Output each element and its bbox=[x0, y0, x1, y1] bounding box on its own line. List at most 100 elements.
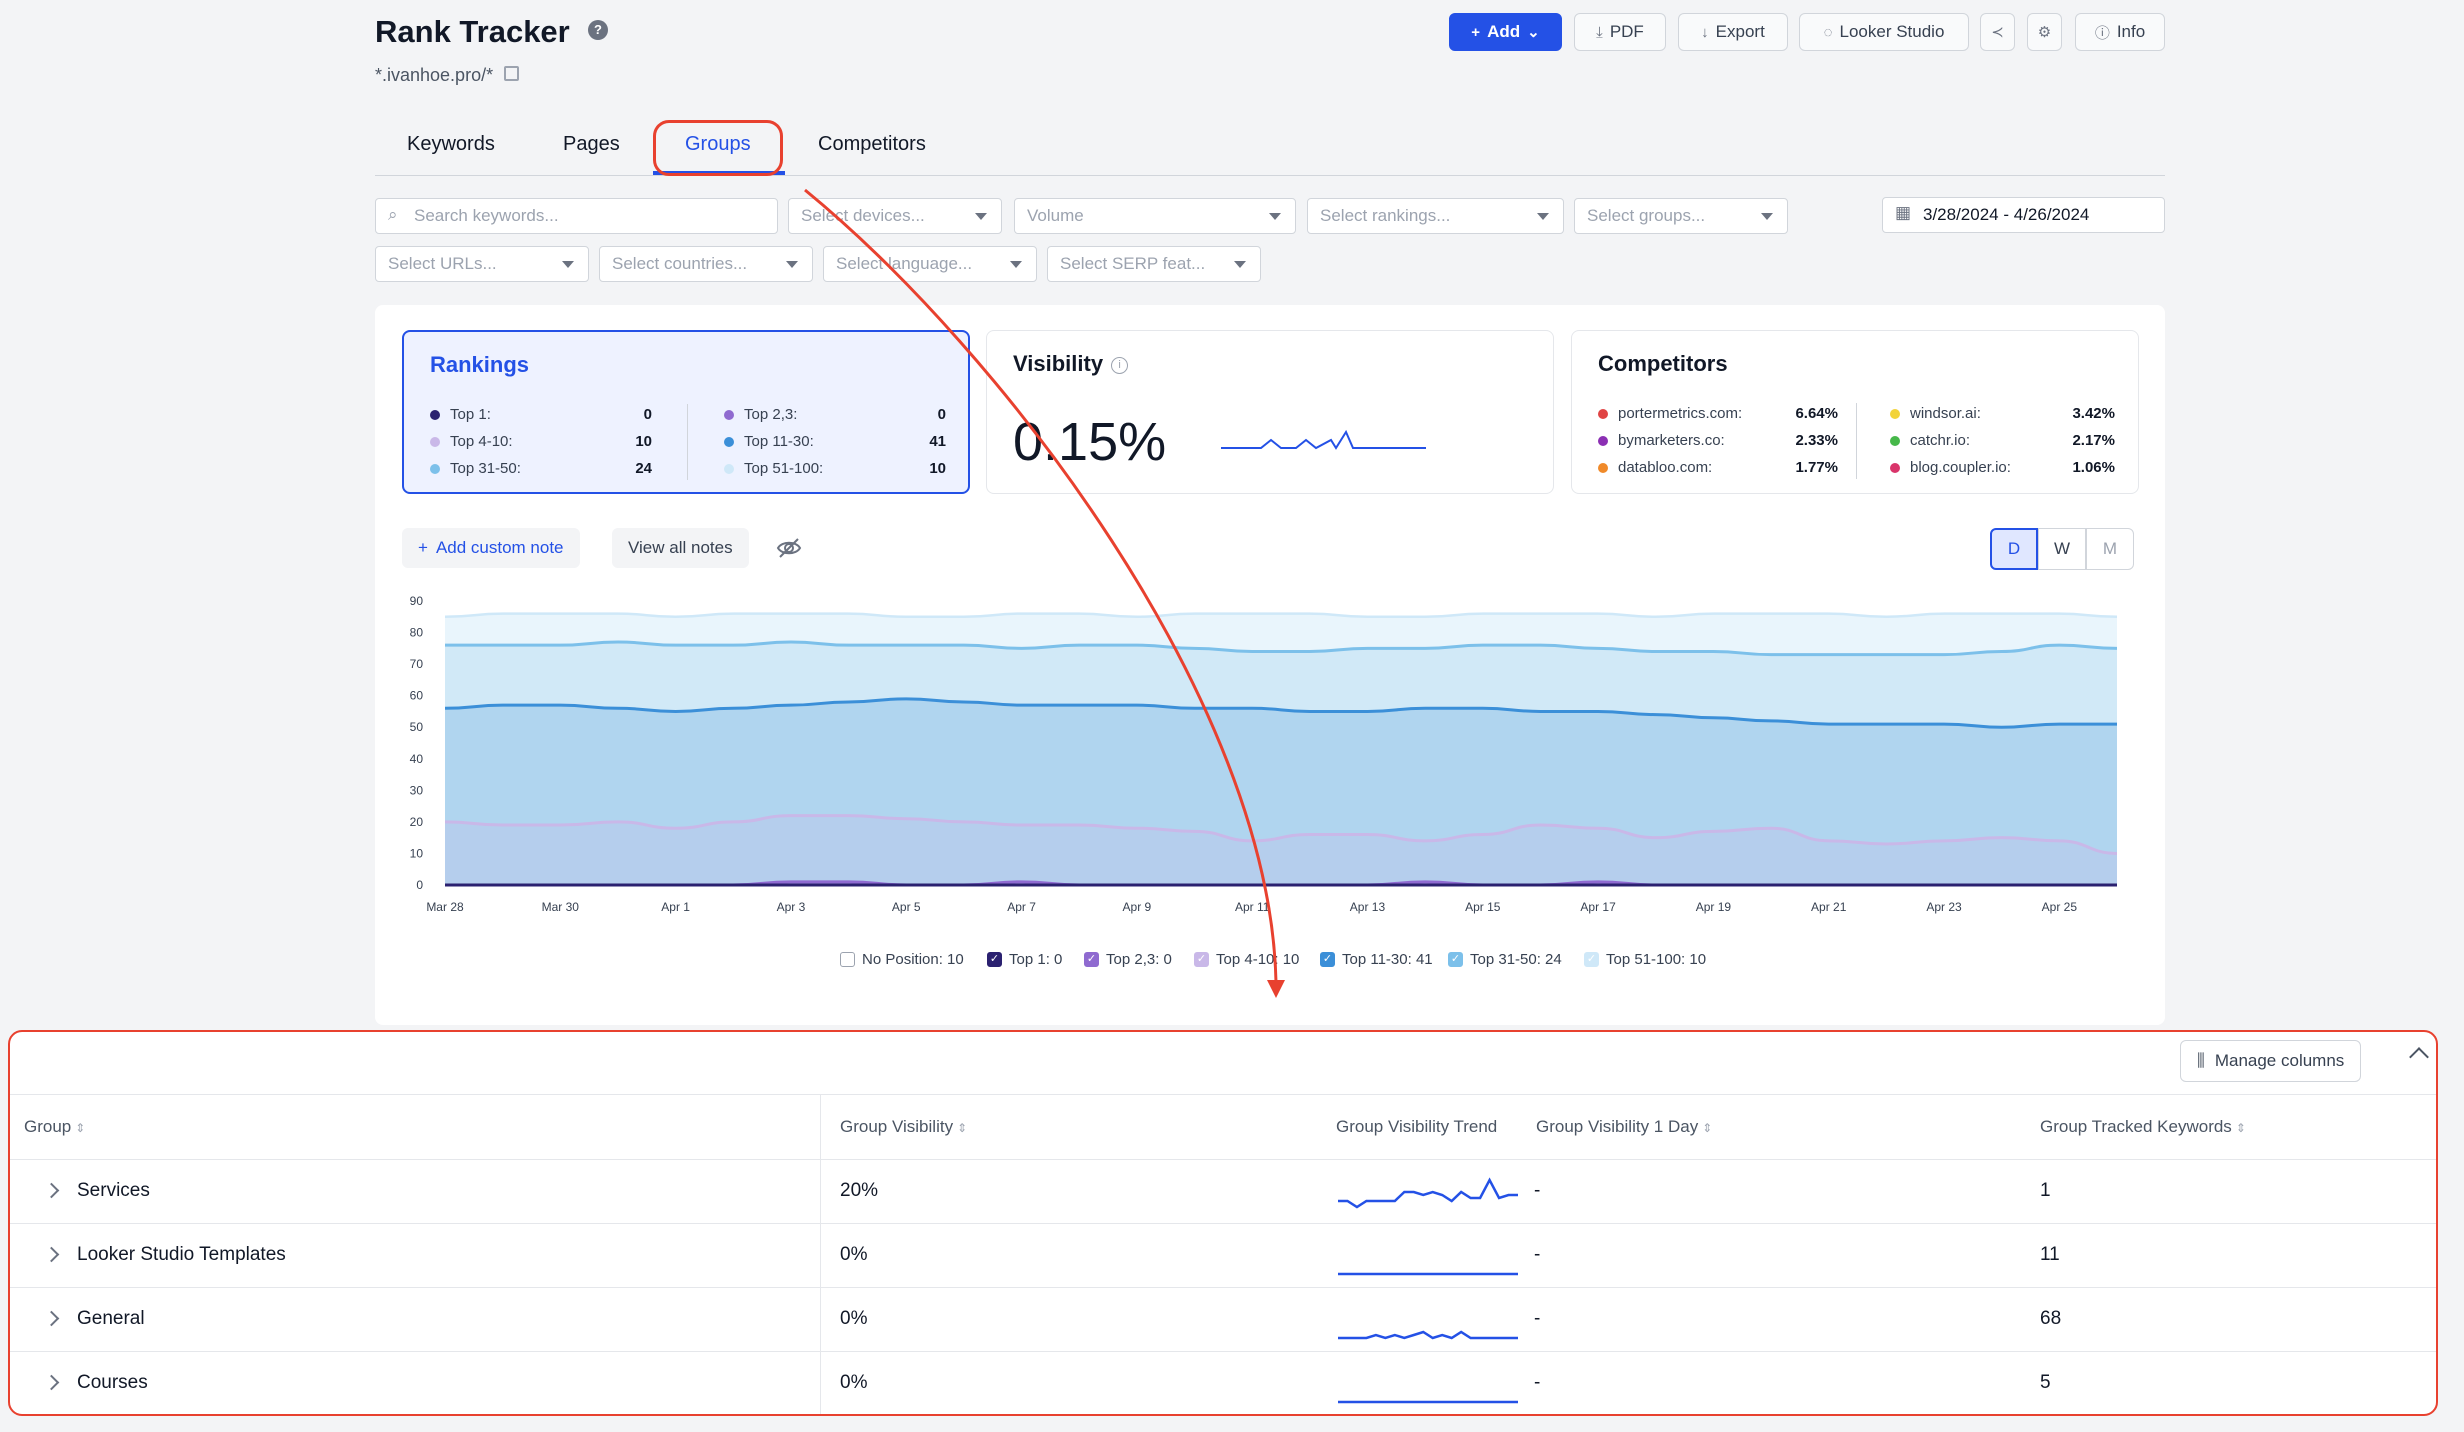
countries-select[interactable]: Select countries... bbox=[599, 246, 813, 282]
info-button[interactable]: ⓘ Info bbox=[2075, 13, 2165, 51]
granularity-month[interactable]: M bbox=[2086, 528, 2134, 570]
table-row[interactable]: Looker Studio Templates 0% - 11 bbox=[10, 1224, 2436, 1288]
chevron-up-icon[interactable] bbox=[2409, 1047, 2429, 1067]
legend-item[interactable]: ✓ Top 1: 0 bbox=[987, 951, 1062, 968]
y-tick-label: 30 bbox=[410, 783, 424, 797]
groups-select[interactable]: Select groups... bbox=[1574, 198, 1788, 234]
page-title: Rank Tracker bbox=[375, 14, 570, 49]
info-icon[interactable]: i bbox=[1111, 356, 1129, 374]
competitor-item: portermetrics.com: 6.64% bbox=[1598, 405, 1838, 422]
group-tracked-keywords: 68 bbox=[2040, 1308, 2062, 1329]
ranking-item: Top 2,3: 0 bbox=[724, 406, 946, 423]
series-line-top-11-30 bbox=[444, 697, 2117, 729]
sort-icon: ⇕ bbox=[1702, 1121, 1713, 1135]
chevron-right-icon[interactable] bbox=[43, 1246, 60, 1263]
add-button[interactable]: + Add ⌄ bbox=[1449, 13, 1562, 51]
legend-dot bbox=[1890, 462, 1900, 473]
group-visibility-1-day: - bbox=[1534, 1244, 1541, 1265]
x-tick-label: Apr 15 bbox=[1465, 900, 1501, 914]
devices-select[interactable]: Select devices... bbox=[788, 198, 1002, 234]
checkbox-checked-icon: ✓ bbox=[1448, 952, 1463, 967]
card-divider bbox=[1856, 403, 1857, 479]
y-tick-label: 60 bbox=[410, 689, 424, 703]
group-visibility: 0% bbox=[840, 1372, 868, 1393]
table-row[interactable]: Courses 0% - 5 bbox=[10, 1352, 2436, 1414]
rankings-card[interactable]: Rankings Top 1: 0 Top 4-10: 10 Top 31-50: 2… bbox=[402, 330, 970, 494]
looker-studio-button[interactable]: ◌ Looker Studio bbox=[1799, 13, 1969, 51]
competitor-item: blog.coupler.io: 1.06% bbox=[1890, 459, 2115, 476]
competitor-item: bymarketers.co: 2.33% bbox=[1598, 432, 1838, 449]
caret-down-icon bbox=[1269, 213, 1281, 220]
table-row[interactable]: General 0% - 68 bbox=[10, 1288, 2436, 1352]
domain-link[interactable]: *.ivanhoe.pro/* bbox=[375, 65, 494, 85]
serp-features-select[interactable]: Select SERP feat... bbox=[1047, 246, 1261, 282]
y-tick-label: 90 bbox=[410, 594, 424, 608]
search-input[interactable]: ⌕ Search keywords... bbox=[375, 198, 778, 234]
legend-label: Top 2,3: 0 bbox=[1106, 951, 1172, 968]
series-line-top-4-10 bbox=[444, 814, 2118, 855]
table-row[interactable]: Services 20% - 1 bbox=[10, 1160, 2436, 1224]
tab-competitors[interactable]: Competitors bbox=[818, 133, 926, 155]
y-tick-label: 50 bbox=[410, 720, 424, 734]
eye-off-icon[interactable] bbox=[776, 535, 802, 561]
legend-item[interactable]: No Position: 10 bbox=[840, 951, 964, 968]
looker-icon: ◌ bbox=[1823, 23, 1833, 41]
rankings-select[interactable]: Select rankings... bbox=[1307, 198, 1564, 234]
ranking-item: Top 51-100: 10 bbox=[724, 460, 946, 477]
column-header-visibility-1-day[interactable]: Group Visibility 1 Day ⇕ bbox=[1536, 1117, 1713, 1136]
chevron-right-icon[interactable] bbox=[43, 1374, 60, 1391]
group-visibility-1-day: - bbox=[1534, 1372, 1541, 1393]
legend-item[interactable]: ✓ Top 11-30: 41 bbox=[1320, 951, 1433, 968]
export-button[interactable]: ↓ Export bbox=[1678, 13, 1788, 51]
ranking-item: Top 31-50: 24 bbox=[430, 460, 652, 477]
x-tick-label: Apr 13 bbox=[1350, 900, 1386, 914]
tab-keywords[interactable]: Keywords bbox=[407, 133, 495, 155]
view-all-notes-button[interactable]: View all notes bbox=[612, 528, 749, 568]
chevron-right-icon[interactable] bbox=[43, 1310, 60, 1327]
x-tick-label: Apr 19 bbox=[1696, 900, 1732, 914]
legend-label: Top 51-100: 10 bbox=[1606, 951, 1707, 968]
group-name: Services bbox=[77, 1180, 150, 1201]
urls-select[interactable]: Select URLs... bbox=[375, 246, 589, 282]
manage-columns-button[interactable]: ⫼ Manage columns bbox=[2180, 1040, 2362, 1082]
calendar-icon: ▦ bbox=[1895, 203, 1912, 222]
columns-icon: ⫼ bbox=[2197, 1051, 2205, 1070]
legend-item[interactable]: ✓ Top 31-50: 24 bbox=[1448, 951, 1562, 968]
legend-item[interactable]: ✓ Top 2,3: 0 bbox=[1084, 951, 1172, 968]
help-icon[interactable]: ? bbox=[588, 20, 608, 40]
column-header-group-visibility[interactable]: Group Visibility ⇕ bbox=[840, 1117, 968, 1136]
granularity-week[interactable]: W bbox=[2038, 528, 2086, 570]
settings-button[interactable]: ⚙ bbox=[2027, 13, 2062, 51]
external-link-icon[interactable] bbox=[504, 66, 519, 81]
legend-dot bbox=[724, 436, 734, 447]
plus-icon: + bbox=[418, 538, 428, 557]
tab-groups[interactable]: Groups bbox=[685, 133, 751, 155]
volume-select[interactable]: Volume bbox=[1014, 198, 1296, 234]
visibility-card[interactable]: Visibility i 0.15% bbox=[986, 330, 1554, 494]
legend-item[interactable]: ✓ Top 4-10: 10 bbox=[1194, 951, 1299, 968]
date-range-picker[interactable]: ▦ 3/28/2024 - 4/26/2024 bbox=[1882, 197, 2165, 233]
series-line-top-51-100 bbox=[444, 612, 2118, 619]
add-custom-note-button[interactable]: + Add custom note bbox=[402, 528, 580, 568]
checkbox-checked-icon: ✓ bbox=[987, 952, 1002, 967]
group-visibility-1-day: - bbox=[1534, 1180, 1541, 1201]
legend-dot bbox=[430, 463, 440, 474]
group-visibility: 0% bbox=[840, 1308, 868, 1329]
share-button[interactable]: ≺ bbox=[1980, 13, 2015, 51]
group-visibility-1-day: - bbox=[1534, 1308, 1541, 1329]
column-header-group[interactable]: Group ⇕ bbox=[24, 1117, 86, 1136]
competitors-card[interactable]: Competitors portermetrics.com: 6.64% byma… bbox=[1571, 330, 2139, 494]
chevron-right-icon[interactable] bbox=[43, 1182, 60, 1199]
column-header-tracked-keywords[interactable]: Group Tracked Keywords ⇕ bbox=[2040, 1117, 2246, 1136]
column-header-visibility-trend: Group Visibility Trend bbox=[1336, 1117, 1498, 1136]
legend-dot bbox=[430, 409, 440, 420]
pdf-button[interactable]: ⤓ PDF bbox=[1574, 13, 1666, 51]
granularity-day[interactable]: D bbox=[1990, 528, 2038, 570]
legend-item[interactable]: ✓ Top 51-100: 10 bbox=[1584, 951, 1706, 968]
tab-pages[interactable]: Pages bbox=[563, 133, 620, 155]
language-select[interactable]: Select language... bbox=[823, 246, 1037, 282]
x-tick-label: Apr 1 bbox=[661, 900, 690, 914]
groups-table: ⫼ Manage columns Group ⇕ Group Visibility… bbox=[8, 1030, 2438, 1416]
sort-icon: ⇕ bbox=[2235, 1121, 2246, 1135]
competitor-item: databloo.com: 1.77% bbox=[1598, 459, 1838, 476]
